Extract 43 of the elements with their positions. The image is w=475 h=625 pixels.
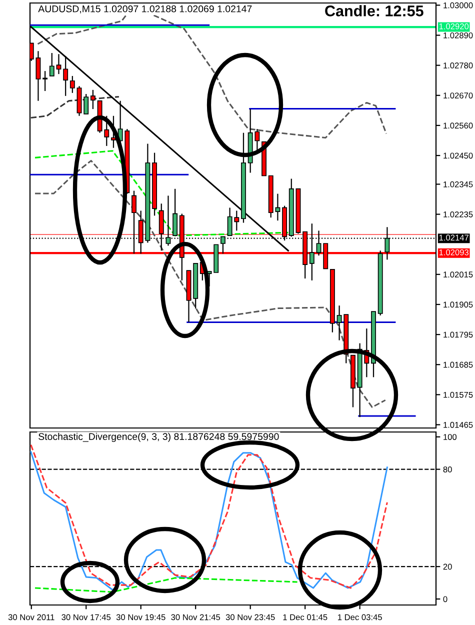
candlestick <box>172 188 178 236</box>
candlestick <box>42 70 48 92</box>
y-tick-label: 100 <box>444 434 457 440</box>
annotation: Candle: 12:55 <box>325 5 424 16</box>
x-tick-label: 30 Nov 17:45 <box>62 614 111 620</box>
y-tick-label: 1.01905 <box>444 302 473 308</box>
y-tick-label: 1.01685 <box>444 362 473 368</box>
y-tick-label: 0 <box>443 596 448 602</box>
y-tick-label: 1.02670 <box>444 92 473 98</box>
y-tick-label: 1.02015 <box>444 272 473 278</box>
ref-line-label: 1.02147 <box>439 234 468 241</box>
y-tick-label: 1.02780 <box>444 62 473 68</box>
x-tick-label: 1 Dec 01:45 <box>283 614 328 620</box>
x-tick-label: 30 Nov 21:45 <box>171 614 220 620</box>
y-tick-label: 20 <box>443 564 452 570</box>
y-tick-label: 1.03000 <box>444 2 473 8</box>
line-series <box>30 96 120 119</box>
line-series <box>34 150 289 236</box>
candlestick <box>70 75 75 94</box>
chart-title: Stochastic_Divergence(9, 3, 3) 81.1876248 59.5975990 <box>38 432 279 442</box>
line-series <box>34 577 298 593</box>
line-series <box>34 160 386 408</box>
candlestick <box>56 54 62 75</box>
candlestick <box>84 93 89 115</box>
y-tick-label: 80 <box>443 466 452 472</box>
y-tick-label: 1.02450 <box>444 152 473 159</box>
x-tick-label: 30 Nov 2011 <box>8 614 54 620</box>
candlestick <box>90 89 96 110</box>
candlestick <box>63 55 68 96</box>
ref-line-label: 1.02920 <box>439 23 469 30</box>
x-tick-label: 30 Nov 23:45 <box>226 614 275 620</box>
y-tick-label: 1.02345 <box>444 181 473 188</box>
ref-line-label: 1.02093 <box>439 249 469 256</box>
y-tick-label: 1.02235 <box>444 211 473 218</box>
x-tick-label: 1 Dec 03:45 <box>338 614 382 620</box>
chart-title: AUDUSD,M15 1.02097 1.02188 1.02069 1.02147 <box>38 5 252 14</box>
y-tick-label: 1.01465 <box>444 422 473 428</box>
y-tick-label: 1.02560 <box>444 122 473 129</box>
x-tick-label: 30 Nov 19:45 <box>116 614 166 620</box>
y-tick-label: 1.02890 <box>444 32 473 38</box>
y-tick-label: 1.01795 <box>444 332 473 338</box>
candlestick <box>49 52 54 77</box>
y-tick-label: 1.01575 <box>444 392 473 398</box>
